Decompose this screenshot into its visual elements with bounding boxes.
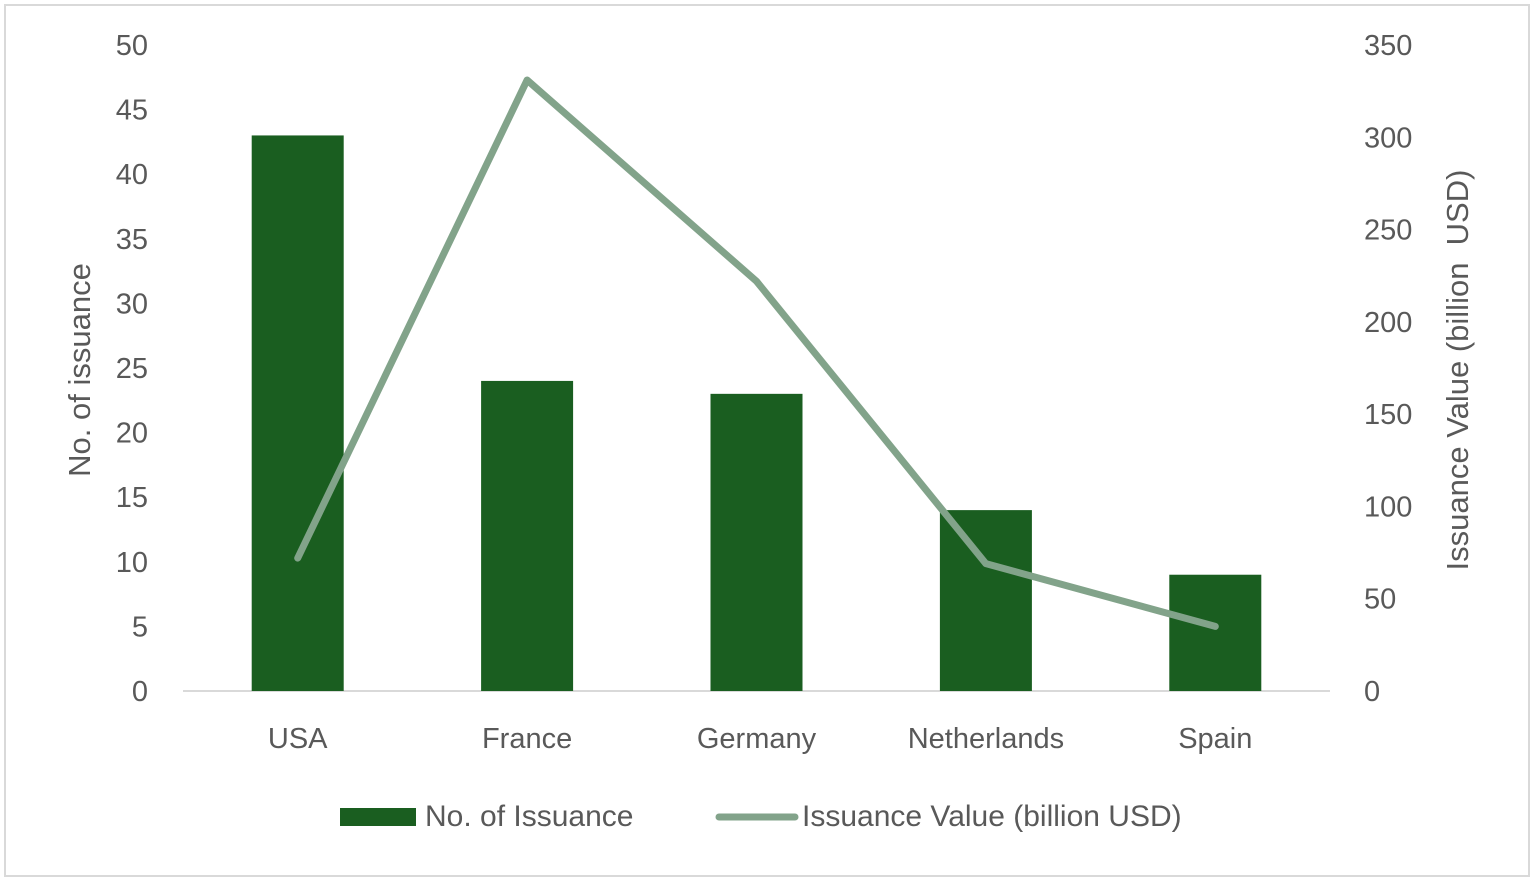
left-axis-title: No. of issuance — [62, 263, 97, 477]
left-tick-label: 20 — [116, 418, 148, 450]
category-label: Spain — [1178, 723, 1252, 755]
left-tick-label: 30 — [116, 288, 148, 320]
right-tick-label: 150 — [1364, 399, 1412, 431]
category-label: France — [482, 723, 572, 755]
category-label: Netherlands — [908, 723, 1064, 755]
legend-bar-swatch — [340, 808, 416, 826]
bar-spain — [1169, 574, 1262, 691]
right-tick-label: 0 — [1364, 676, 1380, 708]
right-axis-title: Issuance Value (billion USD) — [1440, 170, 1475, 571]
category-labels: USA France Germany Netherlands Spain — [268, 723, 1253, 755]
right-tick-label: 200 — [1364, 307, 1412, 339]
left-tick-label: 0 — [132, 676, 148, 708]
right-tick-label: 250 — [1364, 215, 1412, 247]
right-axis-ticks: 0 50 100 150 200 250 300 350 — [1364, 30, 1412, 708]
bar-france — [481, 380, 574, 691]
left-tick-label: 40 — [116, 159, 148, 191]
right-tick-label: 100 — [1364, 491, 1412, 523]
right-tick-label: 300 — [1364, 122, 1412, 154]
left-tick-label: 50 — [116, 30, 148, 62]
bar-netherlands — [939, 510, 1032, 691]
right-tick-label: 350 — [1364, 30, 1412, 62]
right-tick-label: 50 — [1364, 584, 1396, 616]
left-tick-label: 5 — [132, 611, 148, 643]
left-tick-label: 45 — [116, 95, 148, 127]
left-tick-label: 35 — [116, 224, 148, 256]
category-label: Germany — [697, 723, 817, 755]
bar-usa — [251, 135, 344, 691]
left-tick-label: 15 — [116, 482, 148, 514]
left-tick-label: 25 — [116, 353, 148, 385]
legend-line-label: Issuance Value (billion USD) — [802, 800, 1182, 833]
left-tick-label: 10 — [116, 547, 148, 579]
left-axis-ticks: 0 5 10 15 20 25 30 35 40 45 50 — [116, 30, 148, 708]
legend-bar-label: No. of Issuance — [425, 800, 633, 833]
bar-germany — [710, 393, 803, 691]
category-label: USA — [268, 723, 328, 755]
legend: No. of Issuance Issuance Value (billion … — [340, 800, 1182, 833]
bar-series — [251, 135, 1262, 691]
